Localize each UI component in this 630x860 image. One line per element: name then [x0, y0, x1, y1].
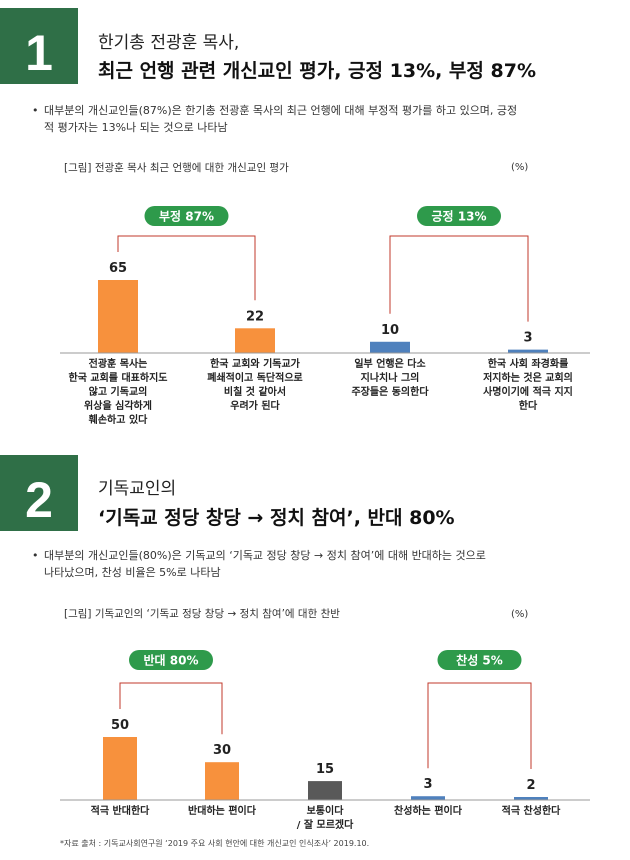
category-label-line: 주장들은 동의한다	[351, 387, 429, 398]
section-subtitle: 한기총 전광훈 목사,	[98, 33, 240, 53]
category-label: 적극 찬성한다	[481, 805, 581, 819]
category-label-line: 적극 찬성한다	[501, 806, 561, 817]
category-label: 적극 반대한다	[70, 805, 170, 819]
group-bracket	[427, 682, 532, 769]
group-pill	[417, 206, 501, 226]
chart-2: 50 30 15 3 2 반대 80% 찬성 5% 적극 반대한다 반대하는 편이다 보통이다 / …	[0, 640, 630, 835]
section-number-badge: 2	[0, 455, 78, 531]
category-label-line: 우려가 된다	[230, 401, 280, 412]
bar	[98, 280, 138, 353]
category-label: 보통이다 / 잘 모르겠다	[275, 805, 375, 833]
category-label-line: 일부 언행은 다소	[354, 359, 426, 370]
section-number-badge: 1	[0, 8, 78, 84]
section-number: 2	[25, 472, 53, 528]
category-label: 찬성하는 편이다	[378, 805, 478, 819]
category-label-line: 전광훈 목사는	[88, 359, 148, 370]
category-label-line: 위상을 심각하게	[84, 401, 152, 412]
category-label-line: 적극 반대한다	[90, 806, 150, 817]
bar	[205, 762, 239, 800]
category-label-line: 찬성하는 편이다	[394, 806, 462, 817]
category-label-line: / 잘 모르겠다	[296, 820, 354, 831]
category-label-line: 한국 교회를 대표하지도	[68, 373, 168, 384]
group-pill	[144, 206, 229, 226]
group-pill	[129, 650, 213, 670]
chart-svg: 50 30 15 3 2 반대 80% 찬성 5%	[60, 650, 590, 801]
bar	[411, 796, 445, 800]
category-label-line: 한다	[518, 401, 538, 412]
group-pill	[437, 650, 522, 670]
category-label-line: 않고 기독교의	[88, 387, 148, 398]
section-subtitle: 기독교인의	[98, 479, 177, 499]
value-label: 15	[316, 762, 334, 777]
figure-caption: [그림] 기독교인의 ‘기독교 정당 창당 → 정치 참여’에 대한 찬반	[64, 608, 340, 620]
bar	[508, 349, 548, 353]
group-label: 반대 80%	[144, 653, 199, 668]
summary-line-1: 대부분의 개신교인들(87%)은 한기총 전광훈 목사의 최근 언행에 대해 부…	[44, 104, 518, 117]
value-label: 3	[423, 777, 432, 792]
bar	[514, 797, 548, 800]
section-number: 1	[25, 25, 53, 81]
section-title: 최근 언행 관련 개신교인 평가, 긍정 13%, 부정 87%	[98, 60, 536, 82]
value-label: 3	[523, 331, 532, 346]
section-title: ‘기독교 정당 창당 → 정치 참여’, 반대 80%	[98, 507, 455, 529]
value-label: 22	[246, 309, 264, 324]
summary-line-2: 적 평가자는 13%나 되는 것으로 나타남	[44, 121, 228, 134]
unit-label: (%)	[511, 162, 529, 173]
value-label: 50	[111, 718, 129, 733]
category-label-line: 지나치나 그의	[360, 373, 420, 384]
category-label-line: 훼손하고 있다	[88, 415, 148, 426]
group-label: 부정 87%	[159, 209, 214, 224]
bar	[235, 328, 275, 353]
group-label: 찬성 5%	[456, 653, 503, 668]
figure-caption: [그림] 전광훈 목사 최근 언행에 대한 개신교인 평가	[64, 162, 289, 174]
value-label: 65	[109, 261, 127, 276]
group-label: 긍정 13%	[432, 209, 487, 224]
summary-line-2: 나타났으며, 찬성 비율은 5%로 나타남	[44, 566, 221, 579]
category-label-line: 한국 사회 좌경화를	[487, 359, 569, 370]
value-label: 30	[213, 743, 231, 758]
category-label-line: 폐쇄적이고 독단적으로	[207, 373, 303, 384]
summary-line-1: 대부분의 개신교인들(80%)은 기독교의 ‘기독교 정당 창당 → 정치 참여…	[44, 549, 486, 562]
value-label: 10	[381, 323, 399, 338]
category-label: 반대하는 편이다	[172, 805, 272, 819]
unit-label: (%)	[511, 609, 529, 620]
summary-bullet: 대부분의 개신교인들(80%)은 기독교의 ‘기독교 정당 창당 → 정치 참여…	[32, 547, 622, 581]
chart-svg: 65 22 10 3 부정 87% 긍정 13%	[60, 206, 590, 354]
category-label-line: 한국 교회와 기독교가	[210, 359, 300, 370]
category-label-line: 보통이다	[306, 806, 344, 817]
value-label: 2	[526, 778, 535, 793]
category-label-line: 비칠 것 같아서	[223, 387, 287, 398]
group-bracket	[389, 235, 529, 322]
bar	[103, 737, 137, 800]
summary-bullet: 대부분의 개신교인들(87%)은 한기총 전광훈 목사의 최근 언행에 대해 부…	[32, 102, 622, 136]
category-label-line: 저지하는 것은 교회의	[483, 373, 573, 384]
group-bracket	[119, 682, 223, 735]
group-bracket	[117, 235, 256, 301]
category-label-line: 반대하는 편이다	[188, 806, 256, 817]
bar	[370, 341, 410, 353]
source-note: *자료 출처 : 기독교사회연구원 ‘2019 주요 사회 현안에 대한 개신교…	[60, 839, 370, 848]
category-label-line: 사명이기에 적극 지지	[483, 387, 573, 398]
bar	[308, 781, 342, 800]
